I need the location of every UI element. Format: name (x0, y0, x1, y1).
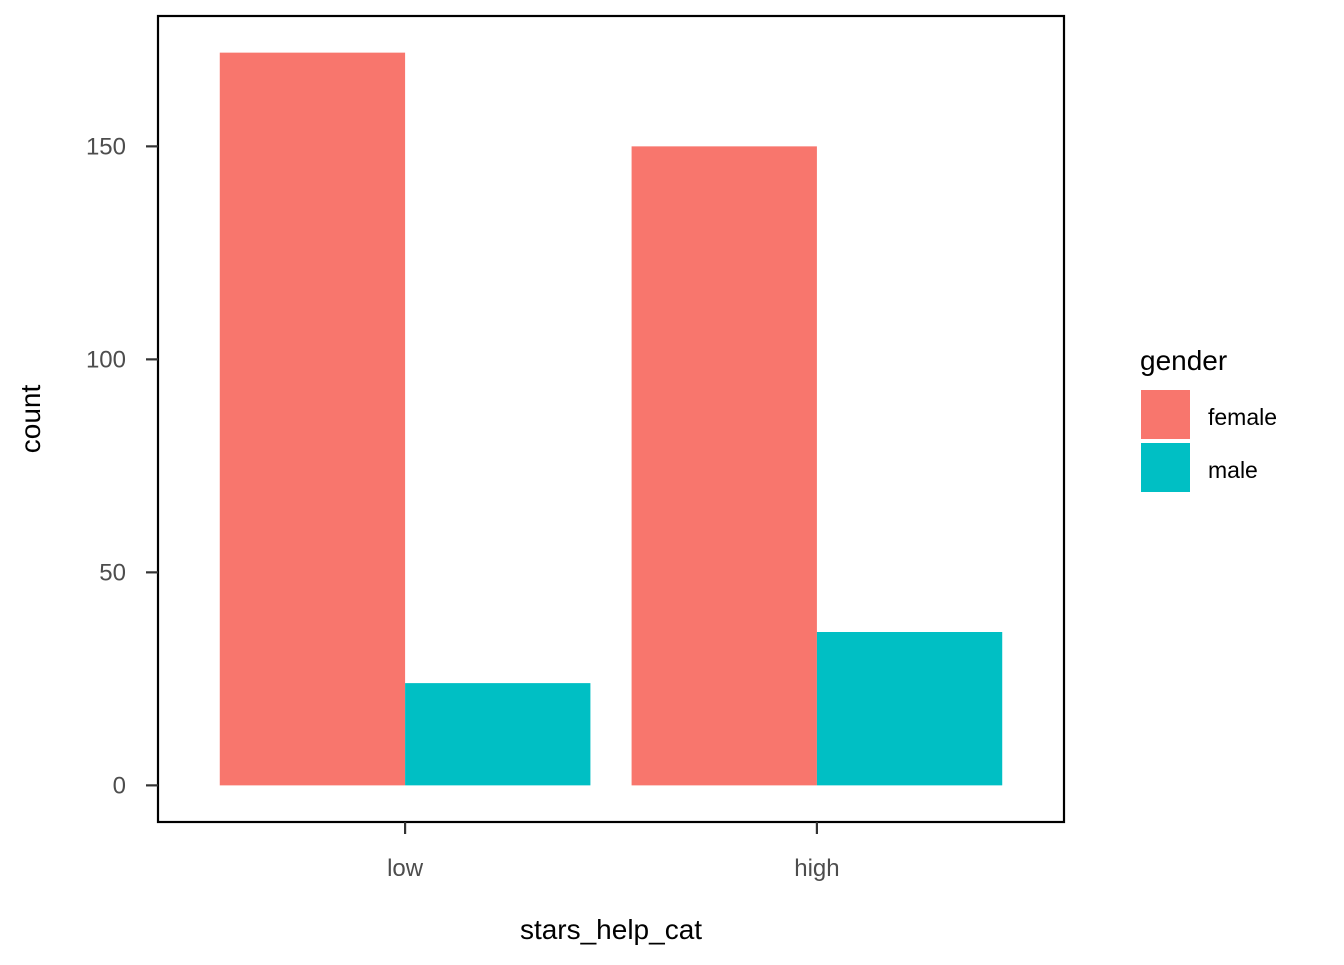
legend-items: female male (1141, 390, 1277, 492)
y-axis: 0 50 100 150 (86, 133, 158, 799)
x-axis: low high (387, 822, 840, 882)
legend-swatch-female (1141, 390, 1190, 439)
bar-female-high (631, 146, 817, 786)
legend: gender female male (1140, 345, 1277, 492)
x-tick-label-high: high (794, 855, 839, 882)
y-tick-label: 100 (86, 346, 126, 373)
plot-panel (156, 14, 1066, 824)
bar-female-low (219, 52, 406, 786)
legend-label-female: female (1208, 404, 1277, 430)
x-axis-title: stars_help_cat (520, 914, 702, 945)
y-tick-label: 50 (99, 559, 126, 586)
bar-male-low (405, 683, 591, 786)
bar-male-high (816, 632, 1003, 786)
legend-label-male: male (1208, 457, 1258, 483)
y-tick-label: 0 (113, 772, 126, 799)
bars-layer (219, 52, 1003, 786)
legend-title: gender (1140, 345, 1227, 376)
y-axis-title: count (15, 385, 46, 454)
y-tick-label: 150 (86, 133, 126, 160)
x-tick-label-low: low (387, 855, 424, 882)
legend-swatch-male (1141, 443, 1190, 492)
